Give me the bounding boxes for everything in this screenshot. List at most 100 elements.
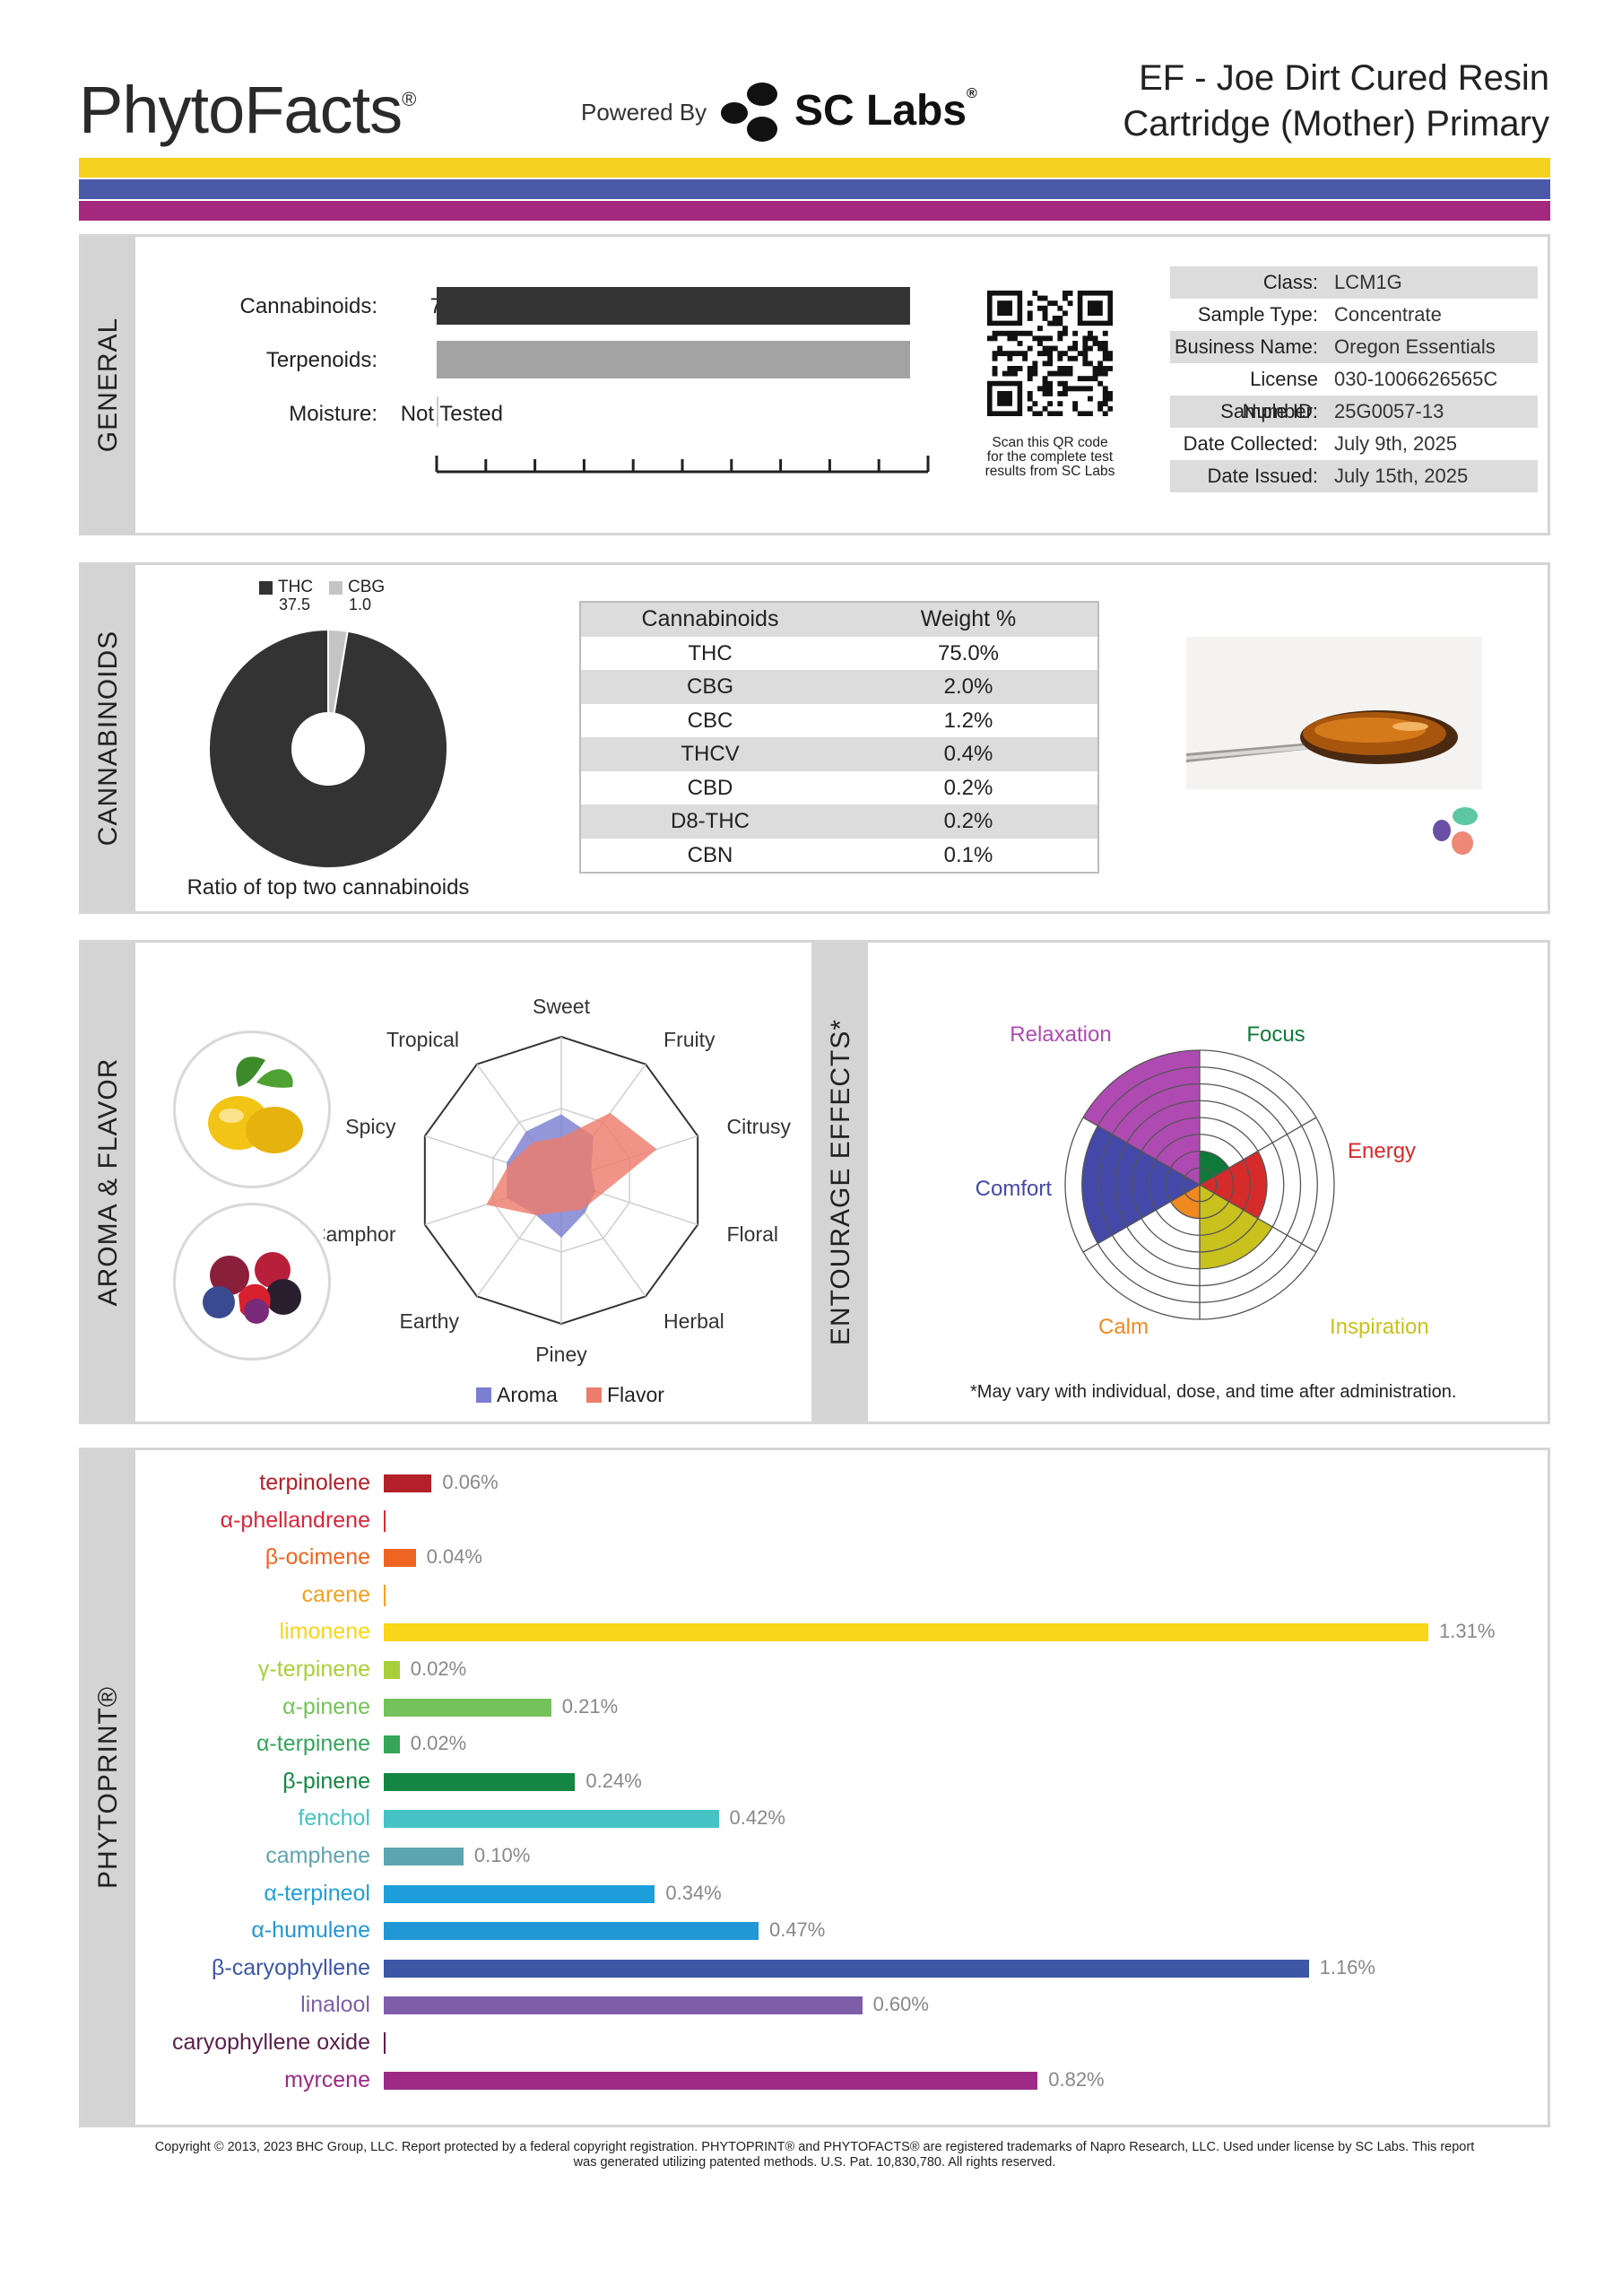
terpene-value: 0.02%	[410, 1732, 467, 1755]
product-title-line2: Cartridge (Mother) Primary	[1123, 104, 1549, 144]
cell-name: CBG	[686, 674, 733, 699]
terpene-bar	[384, 1661, 400, 1679]
entourage-effects-tab-label: ENTOURAGE EFFECTS*	[826, 1018, 855, 1346]
product-title-line1: EF - Joe Dirt Cured Resin	[1139, 58, 1549, 98]
aroma-flavor-tab-label: AROMA & FLAVOR	[93, 1057, 123, 1307]
general-tab-label: GENERAL	[93, 317, 123, 453]
terpene-name: β-ocimene	[265, 1544, 370, 1570]
terpene-bar	[384, 1772, 576, 1791]
info-row: Sample Type: Concentrate	[1170, 299, 1538, 331]
effect-label-calm: Calm	[1098, 1315, 1149, 1339]
info-key: Sample Type:	[1197, 303, 1318, 326]
terpene-value: 0.10%	[473, 1844, 531, 1866]
cannabinoids-tab-label: CANNABINOIDS	[93, 630, 123, 847]
effect-wedge-comfort	[1081, 1126, 1200, 1244]
qr-caption-line3: results from SC Labs	[984, 464, 1115, 479]
terpene-name: linalool	[300, 1992, 370, 2018]
table-header-row: Cannabinoids Weight %	[581, 603, 1097, 637]
lab-name: SC Labs®	[794, 86, 977, 135]
table-row: CBG 2.0%	[581, 670, 1097, 704]
entourage-effects-panel: ENTOURAGE EFFECTS* Focus Energy Inspiratio…	[811, 940, 1550, 1424]
ratio-caption: Ratio of top two cannabinoids	[186, 875, 470, 900]
cell-weight: 0.2%	[943, 809, 993, 833]
legend-value: 1.0	[349, 596, 372, 613]
terpene-bar	[384, 1474, 432, 1492]
terpene-bar	[384, 1623, 1428, 1642]
aroma-flavor-tab: AROMA & FLAVOR	[82, 943, 135, 1422]
general-panel: GENERAL Cannabinoids: 79.06% Terpenoids:…	[79, 234, 1550, 535]
cell-name: THCV	[681, 742, 740, 766]
copyright-line2: was generated utilizing patented methods…	[573, 2155, 1056, 2170]
cannabinoid-table: Cannabinoids Weight % THC 75.0% CBG 2.0% C…	[579, 601, 1099, 874]
terpene-name: α-humulene	[251, 1918, 370, 1944]
terpene-name: camphene	[265, 1843, 370, 1868]
copyright-line1: Copyright © 2013, 2023 BHC Group, LLC. R…	[154, 2140, 1475, 2154]
terpene-bar	[384, 1848, 464, 1866]
legend-name: THC	[278, 578, 314, 596]
lab-mark: ®	[967, 86, 977, 101]
phytofacts-logo: PhytoFacts®	[79, 72, 416, 148]
radar-label-tropical: Tropical	[386, 1028, 459, 1051]
effect-grid-spoke	[1199, 1117, 1317, 1186]
effects-disclaimer: *May vary with individual, dose, and tim…	[970, 1382, 1457, 1402]
qr-caption-line1: Scan this QR code	[992, 435, 1108, 450]
qr-code[interactable]	[987, 291, 1113, 416]
terpene-value: 0.02%	[410, 1657, 467, 1680]
cell-weight: 2.0%	[943, 674, 993, 699]
info-key: Sample ID:	[1220, 400, 1318, 422]
terpene-name: caryophyllene oxide	[172, 2030, 370, 2055]
terpene-value: 0.06%	[442, 1471, 499, 1493]
terpene-bar	[384, 1584, 386, 1606]
table-row: CBD 0.2%	[581, 771, 1097, 805]
radar-label-spicy: Spicy	[345, 1115, 396, 1138]
effect-grid-spoke	[1199, 1184, 1317, 1253]
terpene-name: β-caryophyllene	[212, 1954, 370, 1980]
info-value: July 9th, 2025	[1334, 432, 1457, 455]
qr-caption-line2: for the complete test	[986, 449, 1114, 465]
donut-slice-thc	[208, 628, 448, 869]
ratio-donut-chart	[208, 628, 448, 869]
cannabinoids-label: Cannabinoids:	[239, 294, 377, 318]
info-value: July 15th, 2025	[1334, 465, 1469, 487]
effect-label-relaxation: Relaxation	[1010, 1022, 1111, 1047]
concentrate-spoon-image	[1186, 637, 1482, 789]
legend-swatch-aroma	[476, 1387, 491, 1403]
brand-mark: ®	[402, 88, 416, 110]
cell-name: CBD	[687, 775, 733, 800]
cell-weight: 1.2%	[943, 708, 993, 733]
sample-info-table: Class: LCM1G Sample Type: Concentrate Busi…	[1170, 266, 1538, 492]
berries-icon	[203, 1252, 301, 1324]
cannabinoids-tab: CANNABINOIDS	[82, 565, 135, 911]
info-key: License Number:	[1242, 368, 1318, 422]
cell-name: CBN	[687, 842, 733, 867]
stripe-blue	[79, 179, 1550, 199]
table-row: THC 75.0%	[581, 637, 1097, 671]
info-value: Oregon Essentials	[1334, 335, 1496, 358]
info-value: LCM1G	[1334, 271, 1402, 293]
phytoprint-tab-label: PHYTOPRINT®	[93, 1686, 123, 1889]
terpene-bar	[384, 2071, 1038, 2090]
terpene-value: 0.47%	[768, 1918, 826, 1942]
effect-label-comfort: Comfort	[976, 1177, 1053, 1201]
phytoprint-panel: PHYTOPRINT® terpinolene 0.06% α-phellandre…	[79, 1448, 1550, 2127]
terpene-name: α-phellandrene	[220, 1507, 370, 1533]
info-row: Date Issued: July 15th, 2025	[1170, 460, 1538, 492]
info-row: Date Collected: July 9th, 2025	[1170, 428, 1538, 460]
terpene-value: 0.82%	[1048, 2067, 1105, 2091]
info-key: Class:	[1262, 271, 1318, 293]
radar-label-citrusy: Citrusy	[727, 1115, 792, 1138]
aroma-flavor-legend: Aroma Flavor	[476, 1382, 709, 1409]
copyright-footer: Copyright © 2013, 2023 BHC Group, LLC. R…	[79, 2140, 1550, 2170]
terpene-value: 0.60%	[872, 1993, 929, 2016]
moisture-bar-empty	[437, 396, 438, 427]
berries-image	[173, 1203, 331, 1361]
lemon-icon	[208, 1057, 303, 1153]
cell-name: CBC	[687, 708, 733, 733]
qr-caption: Scan this QR code for the complete test …	[956, 436, 1144, 479]
powered-by-label: Powered By	[581, 99, 707, 126]
terpene-bar	[384, 1735, 400, 1754]
radar-label-earthy: Earthy	[399, 1309, 459, 1333]
terpene-bar	[384, 1884, 655, 1903]
terpene-name: myrcene	[284, 2066, 370, 2092]
info-row: License Number: 030-1006626565C	[1170, 363, 1538, 422]
